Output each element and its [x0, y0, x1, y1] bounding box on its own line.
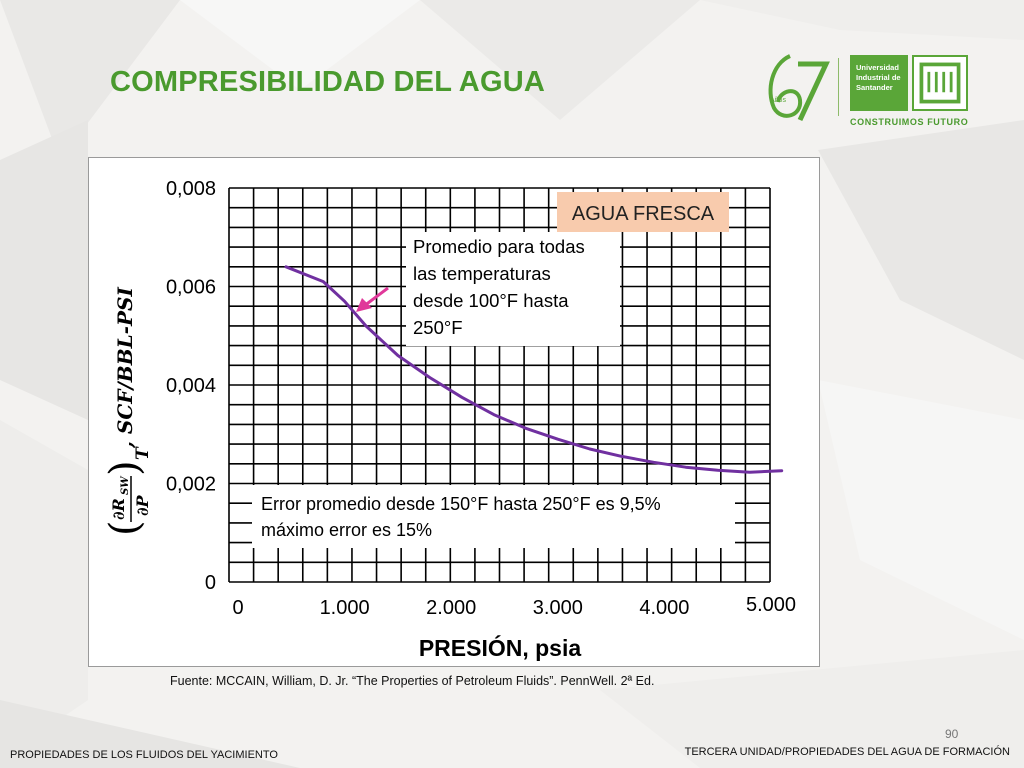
university-line: Universidad — [856, 63, 899, 72]
y-tick-label: 0,004 — [166, 375, 216, 397]
uis-emblem-logo — [912, 55, 968, 111]
callout-line: las temperaturas — [413, 263, 551, 284]
university-name-box: Universidad Industrial de Santander — [850, 55, 908, 111]
anniversary-word: Años — [770, 97, 786, 104]
error-note-line: Error promedio desde 150°F hasta 250°F e… — [261, 494, 661, 514]
y-tick-label: 0 — [205, 572, 216, 594]
y-label-numerator-sub: SW — [120, 475, 131, 495]
y-tick-label: 0,008 — [166, 178, 216, 200]
x-tick-label: 2.000 — [426, 597, 476, 619]
footer-right: TERCERA UNIDAD/PROPIEDADES DEL AGUA DE F… — [684, 746, 1010, 758]
series-line — [284, 265, 784, 474]
footer-left: PROPIEDADES DE LOS FLUIDOS DEL YACIMIENT… — [10, 749, 278, 761]
x-tick-label: 0 — [232, 597, 243, 619]
y-label-denominator: ∂P — [133, 494, 152, 516]
source-citation: Fuente: MCCAIN, William, D. Jr. “The Pro… — [170, 674, 655, 688]
agua-fresca-label: AGUA FRESCA — [572, 203, 715, 225]
y-label-units: , SCF/BBL-PSI — [113, 287, 137, 449]
callout-box — [406, 232, 620, 346]
y-tick-label: 0,006 — [166, 277, 216, 299]
callout-arrow-shaft — [363, 286, 389, 308]
anniversary-logo: Años — [768, 54, 830, 122]
callout-line: desde 100°F hasta — [413, 290, 569, 311]
x-tick-label: 3.000 — [533, 597, 583, 619]
university-tagline: CONSTRUIMOS FUTURO — [850, 117, 969, 127]
callout-arrow-head — [356, 298, 372, 312]
y-label-open-paren: ( — [102, 520, 148, 536]
callout-line: Promedio para todas — [413, 236, 585, 257]
error-note-box — [252, 485, 735, 548]
page-number: 90 — [945, 727, 959, 741]
y-tick-label: 0,002 — [166, 474, 216, 496]
agua-fresca-badge — [557, 192, 729, 232]
x-axis-label: PRESIÓN, psia — [419, 634, 582, 661]
y-label-numerator: ∂R — [109, 498, 128, 520]
x-tick-label: 4.000 — [639, 597, 689, 619]
university-line: Industrial de — [856, 73, 901, 82]
university-line: Santander — [856, 83, 893, 92]
callout-line: 250°F — [413, 317, 463, 338]
slide-title: COMPRESIBILIDAD DEL AGUA — [110, 66, 545, 98]
y-label-close-paren: ) — [102, 460, 148, 476]
x-tick-label: 5.000 — [746, 594, 796, 616]
error-note-line: máximo error es 15% — [261, 520, 432, 540]
y-axis-label: (∂R SW∂P)T, SCF/BBL-PSI — [102, 287, 153, 536]
y-label-subscript: T — [133, 446, 153, 460]
logo-divider — [838, 58, 839, 116]
x-tick-label: 1.000 — [320, 597, 370, 619]
